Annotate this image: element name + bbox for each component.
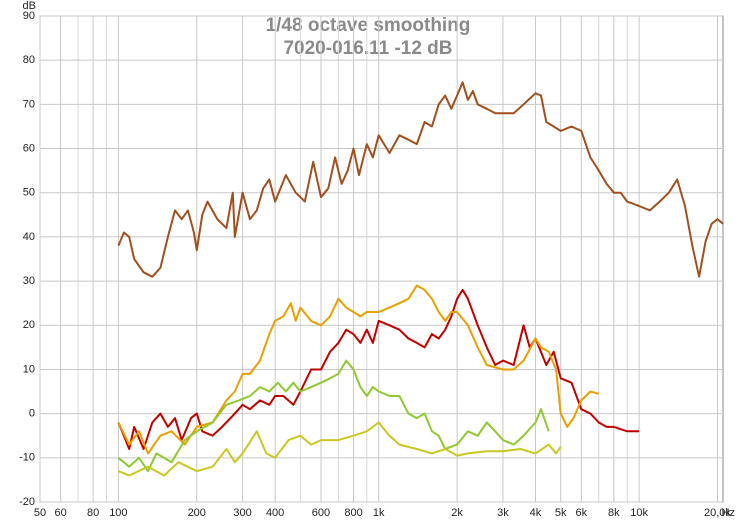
x-tick-label: 10k xyxy=(630,507,648,519)
series-line xyxy=(118,421,562,477)
x-tick-label: 300 xyxy=(233,507,251,519)
series-line xyxy=(117,288,640,450)
y-tick-label: -10 xyxy=(19,452,35,464)
x-tick-label: 200 xyxy=(188,507,206,519)
y-tick-label: 40 xyxy=(23,231,35,243)
y-tick-label: 0 xyxy=(29,408,35,420)
y-tick-label: 70 xyxy=(23,98,35,110)
x-tick-label: 600 xyxy=(312,507,330,519)
series-line xyxy=(117,359,550,473)
chart-subtitle: 7020-016.11 -12 dB xyxy=(283,38,452,59)
chart-title: 1/48 octave smoothing xyxy=(266,15,471,36)
x-tick-label: 4k xyxy=(530,507,542,519)
x-tick-label: 2k xyxy=(451,507,463,519)
x-tick-label: 50 xyxy=(34,507,46,519)
x-tick-label: 3k xyxy=(497,507,509,519)
y-tick-label: 80 xyxy=(23,54,35,66)
y-unit: dB xyxy=(23,0,36,12)
x-tick-label: 6k xyxy=(576,507,588,519)
y-tick-label: 60 xyxy=(23,142,35,154)
y-tick-label: 10 xyxy=(23,363,35,375)
series-line xyxy=(117,284,600,455)
x-tick-label: 800 xyxy=(344,507,362,519)
x-tick-label: 100 xyxy=(109,507,127,519)
y-tick-label: 50 xyxy=(23,187,35,199)
y-tick-label: 30 xyxy=(23,275,35,287)
x-tick-label: 1k xyxy=(373,507,385,519)
x-tick-label: 8k xyxy=(608,507,620,519)
series-line xyxy=(117,81,724,278)
y-tick-label: -20 xyxy=(19,496,35,508)
x-tick-label: 5k xyxy=(555,507,567,519)
x-tick-label: 20,0k xyxy=(704,507,731,519)
x-tick-label: 400 xyxy=(266,507,284,519)
y-tick-label: 90 xyxy=(23,10,35,22)
x-unit: Hz xyxy=(722,507,735,519)
y-tick-label: 20 xyxy=(23,319,35,331)
x-tick-label: 80 xyxy=(87,507,99,519)
x-tick-label: 60 xyxy=(54,507,66,519)
